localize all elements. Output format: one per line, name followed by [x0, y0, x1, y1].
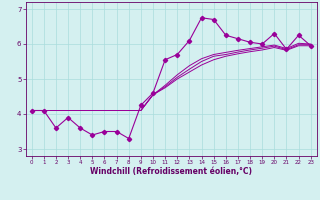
X-axis label: Windchill (Refroidissement éolien,°C): Windchill (Refroidissement éolien,°C) [90, 167, 252, 176]
